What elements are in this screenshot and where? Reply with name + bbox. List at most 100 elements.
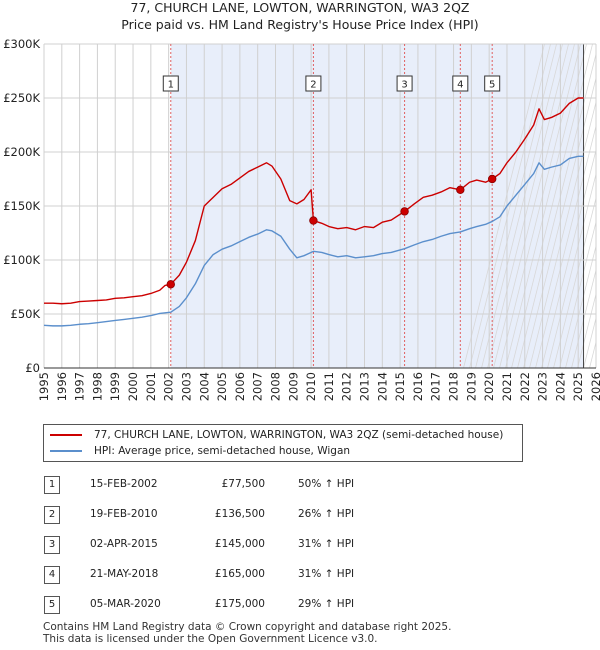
transaction-number-label: 4 [457, 80, 463, 91]
transaction-markers [166, 174, 497, 289]
transaction-marker [309, 216, 318, 225]
footer-copyright: Contains HM Land Registry data © Crown c… [43, 621, 452, 633]
y-tick-label: £200K [3, 145, 40, 159]
table-row: 4 21-MAY-2018 £165,000 31% ↑ HPI [0, 566, 600, 586]
x-tick-label: 2020 [482, 372, 496, 401]
transaction-marker [400, 207, 409, 216]
transaction-lines: 1 2 3 4 5 [162, 44, 501, 368]
x-tick-label: 1999 [108, 372, 122, 401]
axes: £0 £50K £100K £150K £200K £250K £300K 1995 1996 1… [3, 37, 600, 401]
transaction-price: £175,000 [214, 598, 265, 610]
x-tick-label: 2019 [464, 372, 478, 401]
x-tick-label: 2012 [340, 372, 354, 401]
y-tick-label: £0 [25, 361, 40, 375]
series [43, 97, 584, 327]
transaction-date: 15-FEB-2002 [90, 478, 158, 490]
right-mask [596, 0, 600, 420]
y-tick-label: £50K [11, 307, 41, 321]
transaction-number-box [162, 75, 179, 92]
x-tick-label: 1997 [73, 372, 87, 401]
transaction-hpi: 31% ↑ HPI [298, 568, 355, 580]
transaction-date: 02-APR-2015 [90, 538, 158, 550]
transaction-number-box [484, 75, 501, 92]
property-price-line [44, 97, 584, 305]
table-row: 5 05-MAR-2020 £175,000 29% ↑ HPI [0, 596, 600, 616]
y-tick-label: £150K [3, 199, 40, 213]
y-tick-label: £250K [3, 91, 40, 105]
x-tick-label: 1996 [55, 372, 69, 401]
x-tick-label: 2009 [286, 372, 300, 401]
x-tick-label: 2007 [251, 372, 265, 401]
legend-property: 77, CHURCH LANE, LOWTON, WARRINGTON, WA3… [50, 427, 503, 443]
x-tick-label: 1998 [90, 372, 104, 401]
transaction-number: 1 [44, 476, 60, 494]
transaction-number-label: 5 [489, 80, 495, 91]
transaction-number-box [305, 75, 322, 92]
table-row: 3 02-APR-2015 £145,000 31% ↑ HPI [0, 536, 600, 556]
transaction-price: £77,500 [221, 478, 265, 490]
x-tick-label: 2026 [589, 372, 600, 401]
legend-hpi-swatch [50, 450, 82, 452]
chart-title: 77, CHURCH LANE, LOWTON, WARRINGTON, WA3… [130, 0, 470, 15]
table-row: 1 15-FEB-2002 £77,500 50% ↑ HPI [0, 476, 600, 496]
x-tick-label: 2001 [144, 372, 158, 401]
transaction-date: 19-FEB-2010 [90, 508, 158, 520]
x-tick-label: 2013 [358, 372, 372, 401]
y-tick-label: £100K [3, 253, 40, 267]
x-tick-label: 2024 [553, 372, 567, 401]
price-chart: 1 2 3 4 5 £0 £50K £100K £150K £200K £250K £300K 199… [3, 0, 600, 420]
transaction-number: 4 [44, 566, 60, 584]
transaction-number: 5 [44, 596, 60, 614]
x-tick-label: 2011 [322, 372, 336, 401]
transaction-marker [166, 280, 175, 289]
x-tick-label: 2006 [233, 372, 247, 401]
transaction-price: £165,000 [214, 568, 265, 580]
footer: Contains HM Land Registry data © Crown c… [43, 621, 451, 645]
table-row: 2 19-FEB-2010 £136,500 26% ↑ HPI [0, 506, 600, 526]
x-tick-label: 2005 [215, 372, 229, 401]
transaction-number-label: 1 [168, 80, 174, 91]
x-tick-label: 2003 [179, 372, 193, 401]
hpi-line [43, 155, 584, 327]
transaction-date: 21-MAY-2018 [90, 568, 159, 580]
x-tick-label: 2015 [393, 372, 407, 401]
legend-hpi-label: HPI: Average price, semi-detached house,… [94, 445, 351, 457]
transaction-date: 05-MAR-2020 [90, 598, 161, 610]
x-tick-label: 2008 [268, 372, 282, 401]
transaction-price: £136,500 [214, 508, 265, 520]
x-tick-label: 2025 [571, 372, 585, 401]
transaction-hpi: 31% ↑ HPI [298, 538, 355, 550]
x-tick-label: 2010 [304, 372, 318, 401]
x-tick-label: 2016 [411, 372, 425, 401]
x-tick-label: 2022 [518, 372, 532, 401]
transaction-number-box [396, 75, 413, 92]
transaction-hpi: 29% ↑ HPI [298, 598, 355, 610]
legend-property-swatch [50, 434, 82, 436]
transaction-number-label: 2 [310, 80, 316, 91]
transaction-number-label: 3 [401, 80, 407, 91]
chart-subtitle: Price paid vs. HM Land Registry's House … [121, 17, 479, 32]
legend-hpi: HPI: Average price, semi-detached house,… [50, 443, 350, 459]
ownership-shading [44, 0, 600, 420]
x-tick-label: 2014 [375, 372, 389, 401]
transaction-marker [487, 174, 497, 184]
transaction-hpi: 26% ↑ HPI [298, 508, 355, 520]
legend-property-label: 77, CHURCH LANE, LOWTON, WARRINGTON, WA3… [94, 429, 504, 441]
transaction-price: £145,000 [214, 538, 265, 550]
transaction-marker [456, 185, 465, 194]
x-tick-label: 2018 [447, 372, 461, 401]
x-tick-label: 2021 [500, 372, 514, 401]
x-tick-label: 1995 [37, 372, 51, 401]
legend: 77, CHURCH LANE, LOWTON, WARRINGTON, WA3… [43, 424, 523, 462]
transaction-number-box [452, 75, 469, 92]
x-tick-label: 2017 [429, 372, 443, 401]
footer-licence: This data is licensed under the Open Gov… [43, 633, 378, 645]
transaction-number: 2 [44, 506, 60, 524]
x-tick-label: 2023 [536, 372, 550, 401]
y-tick-label: £300K [3, 37, 40, 51]
x-tick-label: 2002 [162, 372, 176, 401]
x-tick-label: 2004 [197, 372, 211, 401]
x-tick-label: 2000 [126, 372, 140, 401]
transaction-number: 3 [44, 536, 60, 554]
transaction-hpi: 50% ↑ HPI [298, 478, 355, 490]
